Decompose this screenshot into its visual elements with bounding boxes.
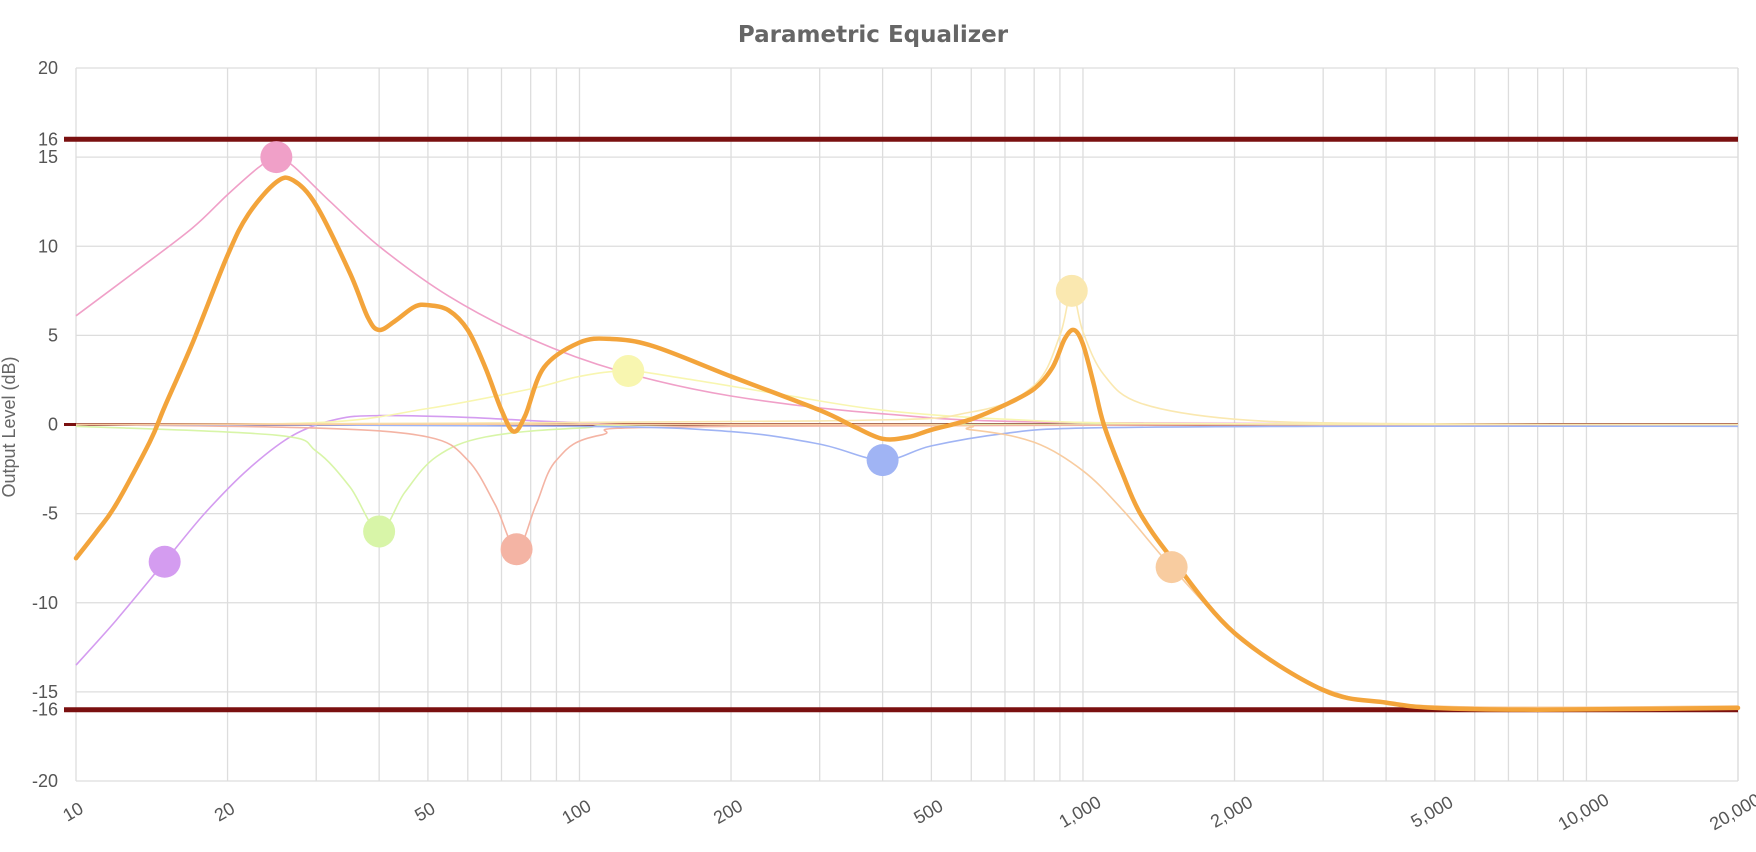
- band-handle[interactable]: [1155, 551, 1188, 584]
- y-tick-label: 16: [38, 129, 58, 149]
- x-tick-label: 50: [411, 798, 438, 825]
- y-tick-label: 0: [48, 415, 58, 435]
- y-tick-label: 20: [38, 58, 58, 78]
- x-tick-label: 500: [910, 796, 946, 828]
- band-handle[interactable]: [363, 515, 396, 548]
- x-tick-label: 10: [59, 798, 86, 825]
- x-tick-label: 2,000: [1207, 792, 1256, 832]
- x-tick-label: 200: [710, 796, 746, 828]
- band-handle[interactable]: [500, 533, 533, 566]
- y-tick-label: -20: [32, 771, 58, 791]
- band-handles[interactable]: [148, 141, 1188, 584]
- y-tick-label: -5: [42, 504, 58, 524]
- x-tick-label: 5,000: [1407, 792, 1456, 832]
- band-handle[interactable]: [866, 444, 899, 477]
- x-tick-label: 1,000: [1055, 792, 1104, 832]
- band-handle[interactable]: [1055, 274, 1088, 307]
- band-curve: [75, 370, 1739, 426]
- band-curves: [75, 156, 1739, 709]
- x-axis-ticks: 10 20 50 100 200 500 1,000 2,000 5,000 10,000 20,0…: [59, 789, 1756, 834]
- y-tick-label: 15: [38, 147, 58, 167]
- x-tick-label: 20: [211, 798, 238, 825]
- band-curve: [75, 423, 1739, 533]
- chart-title: Parametric Equalizer: [738, 22, 1009, 48]
- band-curve: [75, 414, 1739, 666]
- x-tick-label: 10,000: [1555, 789, 1613, 834]
- y-tick-label: -16: [32, 700, 58, 720]
- band-handle[interactable]: [612, 355, 645, 388]
- band-curve: [75, 156, 1739, 426]
- y-axis-label: Output Level (dB): [0, 356, 19, 497]
- band-curve: [75, 289, 1739, 426]
- response-line: [73, 175, 1741, 712]
- response-curve: [73, 175, 1741, 712]
- y-tick-label: 5: [48, 325, 58, 345]
- band-curve: [75, 423, 1739, 462]
- y-tick-label: -10: [32, 593, 58, 613]
- y-tick-label: 10: [38, 236, 58, 256]
- y-tick-label: -15: [32, 682, 58, 702]
- x-tick-label: 100: [558, 796, 594, 828]
- band-handle[interactable]: [148, 545, 181, 578]
- band-curve: [75, 423, 1739, 551]
- x-tick-label: 20,000: [1706, 789, 1756, 834]
- band-handle[interactable]: [260, 141, 293, 174]
- band-curve: [75, 423, 1739, 709]
